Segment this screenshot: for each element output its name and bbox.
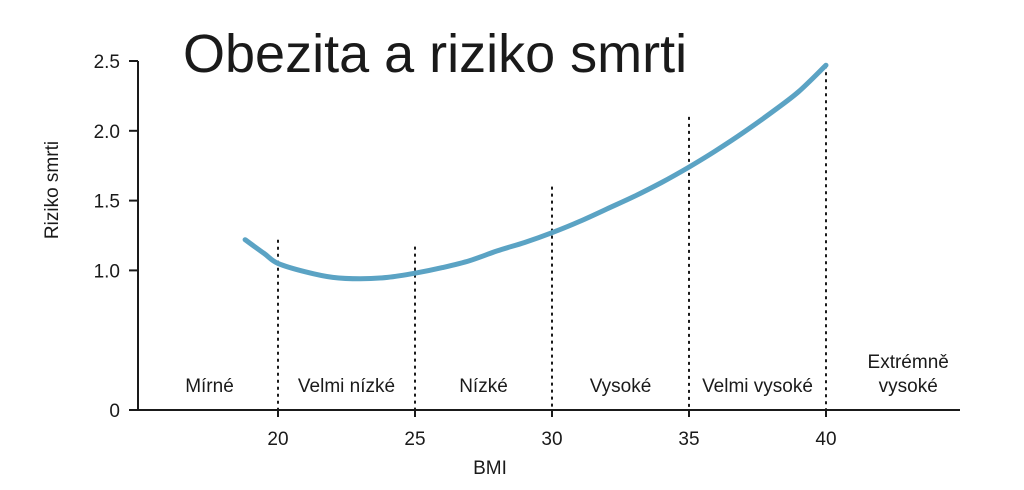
y-axis-label: Riziko smrti [42, 141, 63, 239]
x-tick-label: 20 [267, 429, 288, 450]
zone-label: Mírné [185, 376, 234, 397]
x-tick-label: 35 [678, 429, 699, 450]
axes [129, 60, 960, 417]
series-group [242, 62, 829, 282]
x-tick-label: 30 [541, 429, 562, 450]
zone-label: Vysoké [590, 376, 652, 397]
y-tick-label: 1.5 [94, 192, 120, 213]
chart-title: Obezita a riziko smrti [183, 24, 687, 84]
zone-label: Velmi vysoké [702, 376, 813, 397]
x-tick-label: 40 [815, 429, 836, 450]
x-axis-label: BMI [473, 458, 507, 479]
risk-curve [242, 62, 829, 282]
zone-labels: Mírné Velmi nízké Nízké Vysoké Velmi vysoké E… [185, 352, 949, 397]
tick-labels: 0 1.0 1.5 2.0 2.5 20 25 30 35 40 [94, 52, 837, 450]
zone-label: Extrémně [868, 352, 949, 373]
y-tick-label: 1.0 [94, 261, 120, 282]
zone-boundaries [277, 65, 827, 410]
x-tick-label: 25 [404, 429, 425, 450]
y-tick-label: 2.0 [94, 122, 120, 143]
y-tick-label: 0 [109, 401, 120, 422]
zone-label: Nízké [459, 376, 508, 397]
zone-label: Velmi nízké [298, 376, 395, 397]
y-tick-label: 2.5 [94, 52, 120, 73]
zone-label: vysoké [879, 376, 938, 397]
